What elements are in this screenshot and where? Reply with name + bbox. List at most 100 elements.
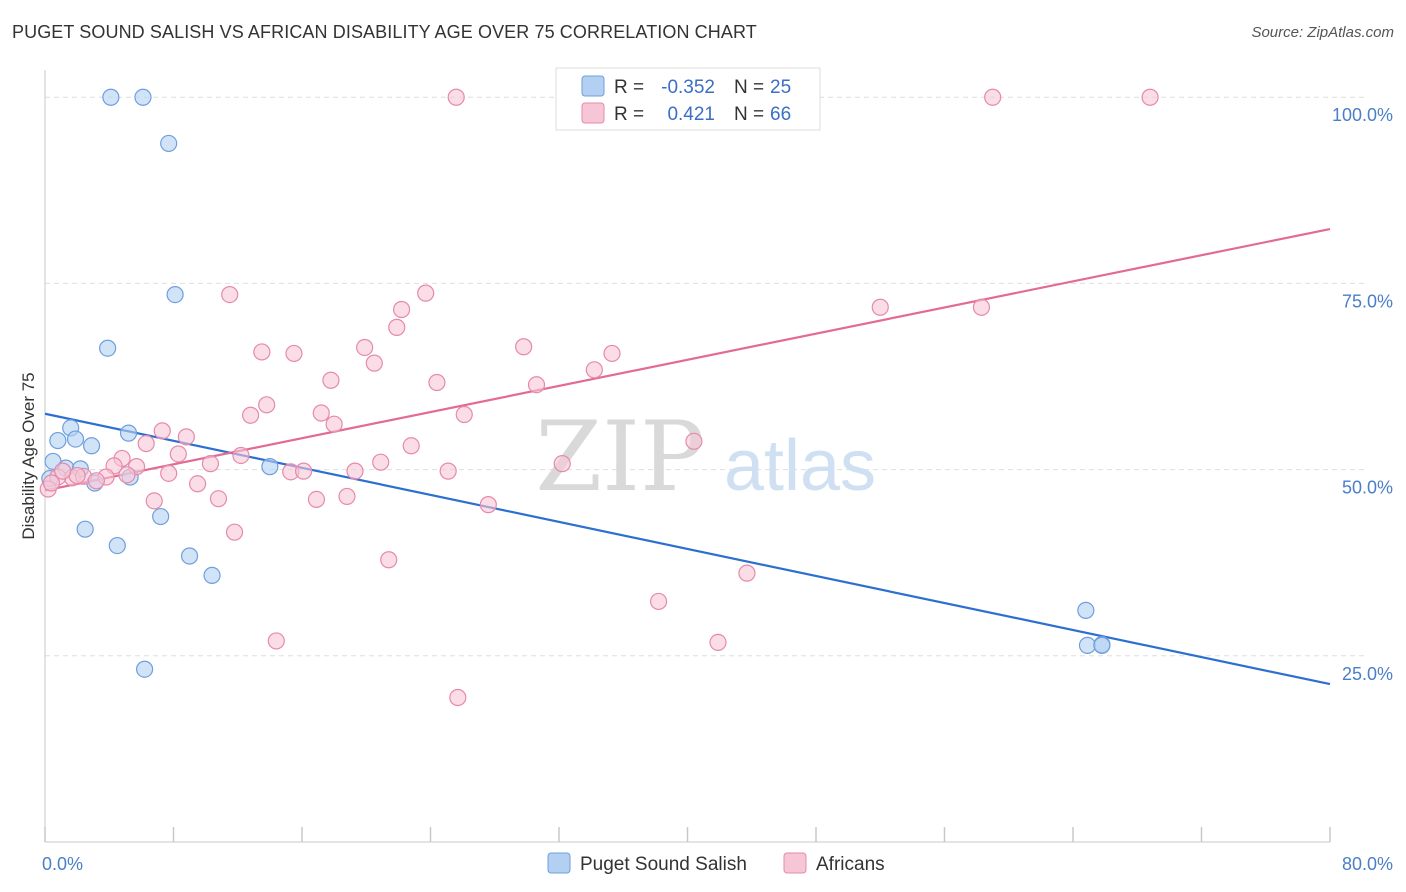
point-salish-18 (76, 520, 94, 538)
point-africans-37 (553, 455, 571, 473)
point-africans-63 (449, 688, 467, 707)
chart-title: PUGET SOUND SALISH VS AFRICAN DISABILITY… (12, 22, 757, 42)
point-africans-14 (603, 344, 621, 363)
point-africans-9 (388, 318, 406, 336)
point-africans-49 (188, 475, 207, 493)
point-africans-16 (585, 361, 603, 379)
y-tick-labels: 25.0% 50.0% 75.0% 100.0% (1332, 105, 1393, 684)
point-africans-56 (338, 487, 356, 506)
point-africans-18 (428, 373, 446, 392)
point-africans-8 (972, 298, 991, 316)
point-africans-33 (201, 455, 220, 473)
point-salish-2 (160, 134, 178, 153)
point-africans-31 (232, 446, 250, 465)
point-africans-53 (145, 492, 163, 510)
point-africans-22 (312, 404, 330, 422)
point-africans-51 (42, 474, 61, 492)
point-africans-57 (225, 523, 244, 541)
point-salish-26 (1077, 601, 1095, 619)
point-africans-39 (295, 462, 313, 480)
y-tick-label-0: 25.0% (1342, 664, 1393, 684)
point-africans-25 (153, 422, 171, 440)
point-africans-26 (177, 428, 195, 446)
point-africans-24 (325, 415, 343, 433)
legend: R = -0.352 N = 25 R = 0.421 N = 66 (555, 67, 821, 131)
point-africans-7 (871, 298, 889, 316)
bottom-legend: Puget Sound Salish Africans (547, 852, 885, 875)
point-africans-55 (307, 490, 326, 509)
legend-n-value-salish: 25 (770, 77, 791, 98)
point-africans-54 (209, 490, 228, 508)
point-africans-17 (322, 371, 340, 389)
bottom-legend-swatch-africans (783, 852, 807, 874)
point-africans-10 (253, 343, 271, 361)
point-africans-42 (346, 462, 364, 480)
legend-n-label-africans: N = (734, 104, 764, 125)
legend-r-value-salish: -0.352 (661, 77, 715, 98)
point-africans-36 (372, 453, 390, 471)
point-africans-40 (439, 462, 457, 480)
point-salish-0 (102, 88, 120, 106)
legend-n-value-africans: 66 (770, 104, 791, 125)
point-africans-48 (87, 472, 106, 490)
point-africans-15 (365, 354, 383, 372)
x-tick-label-1: 80.0% (1342, 854, 1393, 874)
point-africans-64 (68, 466, 86, 485)
y-axis-label: Disability Age Over 75 (19, 372, 38, 539)
watermark-atlas: atlas (724, 426, 876, 506)
legend-n-label-salish: N = (734, 77, 764, 98)
point-africans-30 (169, 445, 187, 463)
trend-lines (44, 227, 1331, 686)
point-africans-61 (267, 632, 285, 650)
point-salish-22 (135, 660, 154, 678)
bottom-legend-label-salish: Puget Sound Salish (580, 854, 747, 875)
y-tick-label-1: 50.0% (1342, 478, 1393, 498)
source-label: Source: ZipAtlas.com (1251, 24, 1394, 41)
point-africans-13 (515, 338, 533, 356)
point-africans-62 (709, 633, 727, 652)
legend-r-label-africans: R = (614, 104, 644, 125)
point-salish-20 (180, 547, 199, 565)
trend-line-salish (44, 412, 1331, 686)
point-africans-60 (649, 592, 668, 611)
legend-swatch-salish (581, 75, 605, 97)
watermark: ZIP atlas (535, 401, 876, 513)
point-africans-2 (984, 88, 1002, 106)
point-salish-4 (99, 339, 117, 357)
point-salish-23 (1078, 636, 1097, 654)
point-africans-23 (455, 405, 473, 424)
bottom-legend-swatch-salish (547, 852, 571, 874)
point-salish-25 (1093, 636, 1111, 654)
point-africans-29 (685, 432, 703, 450)
y-tick-label-3: 100.0% (1332, 105, 1393, 125)
bottom-legend-label-africans: Africans (816, 854, 885, 875)
x-tick-label-0: 0.0% (42, 854, 83, 874)
legend-r-value-africans: 0.421 (667, 104, 715, 125)
point-africans-11 (285, 344, 303, 363)
point-africans-19 (527, 376, 546, 394)
legend-swatch-africans (581, 102, 605, 124)
point-salish-3 (166, 286, 184, 304)
point-salish-7 (49, 431, 67, 450)
point-africans-65 (54, 462, 72, 480)
point-africans-21 (242, 406, 260, 424)
point-africans-41 (160, 464, 178, 482)
x-tick-labels: 0.0% 80.0% (42, 854, 1393, 874)
point-africans-58 (380, 551, 398, 569)
point-salish-6 (119, 424, 138, 442)
point-africans-52 (479, 496, 497, 514)
point-africans-6 (392, 300, 411, 319)
point-salish-17 (152, 507, 170, 526)
point-africans-5 (417, 284, 435, 302)
point-salish-1 (134, 88, 152, 106)
legend-r-label-salish: R = (614, 77, 644, 98)
point-africans-44 (118, 466, 136, 484)
point-salish-19 (108, 536, 126, 555)
point-africans-3 (1141, 88, 1159, 106)
grid-lines (45, 96, 1365, 657)
point-salish-21 (203, 566, 221, 584)
point-africans-28 (402, 437, 420, 455)
point-africans-59 (738, 564, 756, 582)
data-points (39, 88, 1159, 707)
point-salish-8 (66, 430, 85, 448)
